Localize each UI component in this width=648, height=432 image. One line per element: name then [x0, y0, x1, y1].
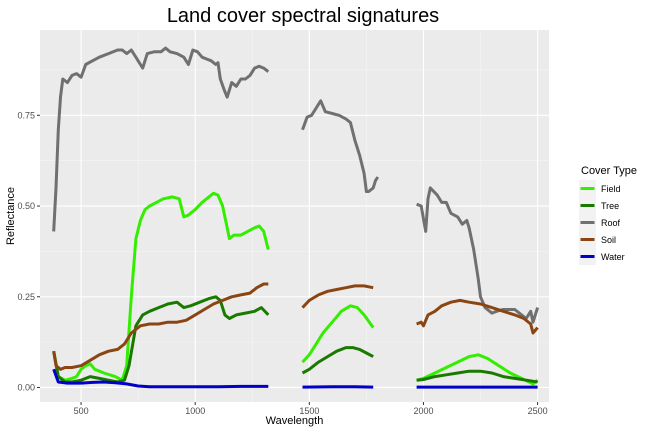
y-tick-label: 0.25: [17, 292, 35, 302]
x-axis: 500 1000 1500 2000 2500: [74, 402, 548, 416]
legend-label-field: Field: [601, 184, 621, 194]
x-tick-label: 1000: [185, 406, 205, 416]
x-tick-label: 2500: [528, 406, 548, 416]
legend-label-soil: Soil: [601, 235, 616, 245]
series-line-soil: [416, 298, 539, 335]
series-line-soil: [301, 284, 374, 309]
x-tick-label: 1500: [299, 406, 319, 416]
plot-panel: [40, 30, 549, 402]
y-axis-title: Reflectance: [5, 187, 17, 245]
legend-label-tree: Tree: [601, 201, 619, 211]
series-line-soil: [52, 282, 269, 371]
y-tick-label: 0.75: [17, 110, 35, 120]
chart-title: Land cover spectral signatures: [167, 5, 439, 27]
series-line-field: [301, 304, 375, 364]
x-tick-label: 500: [74, 406, 89, 416]
series-line-roof: [52, 46, 270, 232]
y-tick-label: 0.00: [17, 382, 35, 392]
series-line-water: [52, 368, 269, 389]
x-tick-label: 2000: [413, 406, 433, 416]
legend: Cover Type Field Tree Roof Soil Water: [579, 165, 637, 265]
series-line-roof: [301, 99, 380, 193]
y-tick-label: 0.50: [17, 201, 35, 211]
series-line-tree: [416, 369, 538, 384]
series-line-roof: [416, 186, 540, 324]
series-line-field: [52, 191, 270, 382]
legend-label-water: Water: [601, 252, 625, 262]
x-axis-title: Wavelength: [266, 415, 324, 427]
y-axis: 0.00 0.25 0.50 0.75: [17, 110, 40, 392]
series-line-tree: [52, 295, 270, 384]
series-lines: [52, 46, 540, 389]
legend-title: Cover Type: [581, 165, 637, 177]
legend-label-roof: Roof: [601, 218, 621, 228]
series-line-tree: [301, 346, 374, 375]
